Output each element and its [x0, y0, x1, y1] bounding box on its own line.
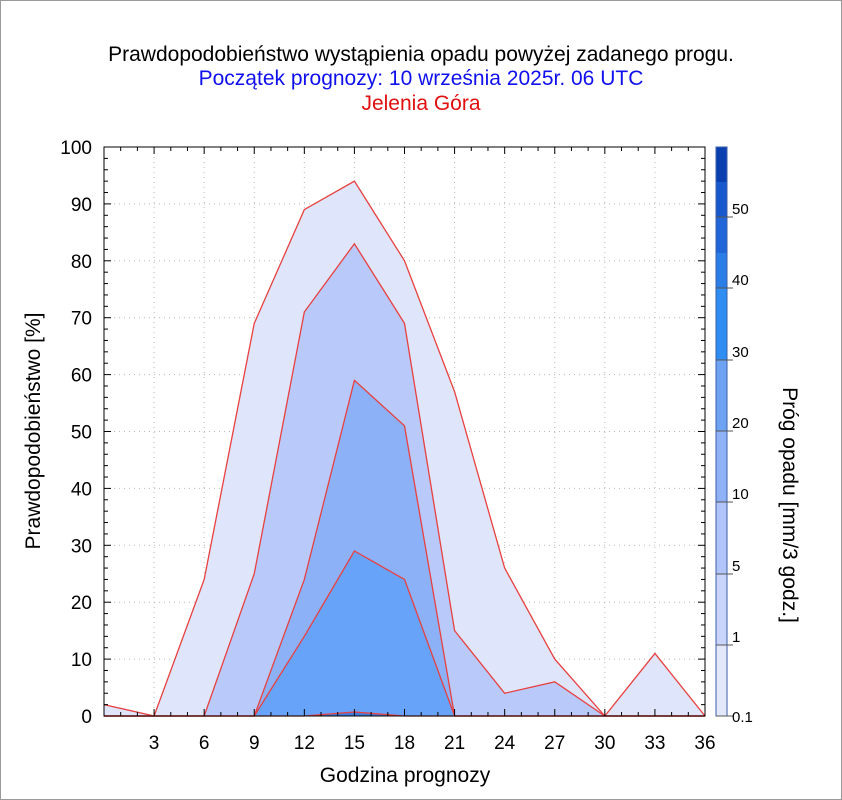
colorbar-band	[716, 288, 727, 360]
colorbar-tick-label: 5	[732, 558, 740, 575]
y-tick-label: 20	[71, 593, 92, 614]
colorbar: 0.1 1 5 10 20 30 40 50	[715, 146, 753, 726]
colorbar-tick-label: 1	[732, 629, 740, 646]
y-tick-label: 70	[71, 309, 92, 330]
y-axis-label: Prawdopodobieństwo [%]	[22, 313, 45, 550]
chart-title: Prawdopodobieństwo wystąpienia opadu pow…	[108, 43, 734, 66]
colorbar-tick-label: 40	[732, 272, 749, 289]
y-tick-label: 40	[71, 479, 92, 500]
colorbar-tick-label: 20	[732, 415, 749, 432]
y-tick-label: 0	[81, 707, 92, 728]
forecast-start: Początek prognozy: 10 września 2025r. 06…	[198, 67, 644, 90]
colorbar-band	[716, 360, 727, 431]
y-tick-label: 50	[71, 423, 92, 444]
colorbar-tick-label: 30	[732, 344, 749, 361]
colorbar-tick-label: 10	[732, 486, 749, 503]
area-threshold-10	[104, 550, 705, 716]
colorbar-band	[716, 502, 727, 574]
x-tick-label: 15	[344, 733, 365, 754]
y-tick-label: 30	[71, 536, 92, 557]
x-tick-label: 27	[544, 733, 565, 754]
colorbar-band	[716, 574, 727, 645]
y-tick-label: 60	[71, 366, 92, 387]
y-tick-label: 100	[60, 138, 92, 159]
x-tick-label: 24	[494, 733, 516, 754]
x-tick-label: 18	[394, 733, 415, 754]
colorbar-band	[716, 217, 727, 253]
x-tick-label: 3	[149, 733, 160, 754]
area-threshold-5	[104, 380, 705, 716]
x-tick-label: 12	[294, 733, 315, 754]
colorbar-band	[716, 147, 727, 182]
x-tick-label: 9	[249, 733, 260, 754]
colorbar-band	[716, 253, 727, 288]
y-tick-label: 10	[71, 650, 92, 671]
y-tick-label: 80	[71, 252, 92, 273]
x-tick-label: 36	[694, 733, 715, 754]
x-axis-label: Godzina prognozy	[320, 764, 491, 787]
colorbar-band	[716, 182, 727, 217]
location-name: Jelenia Góra	[361, 92, 481, 115]
x-tick-label: 6	[199, 733, 210, 754]
colorbar-label: Próg opadu [mm/3 godz.]	[778, 387, 801, 623]
colorbar-band	[716, 431, 727, 502]
x-tick-label: 21	[444, 733, 465, 754]
colorbar-tick-label: 0.1	[732, 709, 753, 726]
y-tick-label: 90	[71, 195, 92, 216]
colorbar-band	[716, 645, 727, 716]
x-tick-label: 30	[594, 733, 615, 754]
colorbar-tick-label: 50	[732, 201, 749, 218]
x-tick-label: 33	[644, 733, 665, 754]
